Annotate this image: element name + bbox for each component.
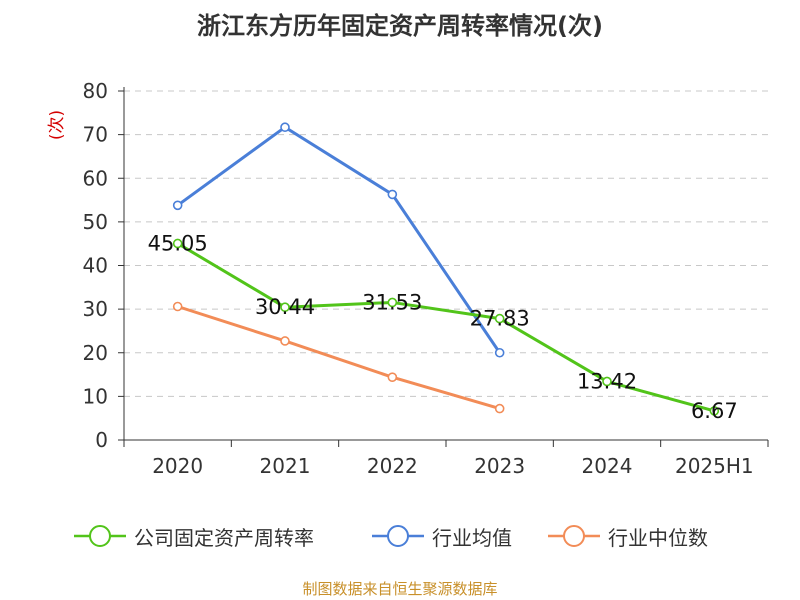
- y-tick-label: 70: [83, 123, 108, 147]
- y-tick-label: 50: [83, 210, 108, 234]
- legend: 公司固定资产周转率 行业均值 行业中位数: [0, 520, 800, 552]
- data-label: 27.83: [470, 307, 530, 331]
- data-label: 13.42: [577, 369, 637, 393]
- legend-item-0[interactable]: 公司固定资产周转率: [74, 520, 314, 552]
- data-point: [280, 336, 290, 346]
- chart-title: 浙江东方历年固定资产周转率情况(次): [197, 12, 603, 40]
- legend-item-2[interactable]: 行业中位数: [548, 520, 708, 552]
- source-note: 制图数据来自恒生聚源数据库: [302, 580, 498, 598]
- data-point: [602, 376, 612, 387]
- legend-line-circle-icon: [372, 525, 424, 547]
- data-point: [387, 297, 398, 308]
- data-point: [280, 122, 290, 133]
- y-tick-label: 0: [95, 428, 108, 452]
- series-lines: [172, 122, 720, 416]
- y-tick-label: 30: [83, 297, 108, 321]
- data-labels: 45.05 30.44 31.53 27.83 13.42 6.67: [148, 231, 738, 422]
- data-label: 6.67: [691, 399, 738, 423]
- data-label: 31.53: [362, 290, 422, 314]
- x-tick-label: 2023: [474, 454, 525, 478]
- legend-item-1[interactable]: 行业均值: [372, 520, 512, 552]
- legend-label: 公司固定资产周转率: [134, 525, 314, 550]
- line-chart: 0 10 20 30 40 50 60 70 80 2020 2021 2022 2023 2024 202…: [47, 79, 769, 478]
- data-point: [494, 313, 505, 324]
- data-point: [387, 189, 398, 200]
- legend-label: 行业均值: [432, 525, 512, 550]
- x-tick-label: 2021: [260, 454, 311, 478]
- y-tick-label: 40: [83, 254, 108, 278]
- series-line-2: [177, 305, 501, 411]
- legend-line-circle-icon: [548, 525, 600, 547]
- data-point: [709, 406, 720, 416]
- y-tick-label: 60: [83, 166, 108, 190]
- axes: 0 10 20 30 40 50 60 70 80 2020 2021 2022 2023 2024 202…: [83, 79, 769, 478]
- legend-label: 行业中位数: [608, 525, 708, 550]
- y-tick-label: 20: [83, 341, 108, 365]
- data-point: [172, 301, 183, 312]
- legend-line-circle-icon: [74, 525, 126, 547]
- x-tick-label: 2024: [582, 454, 633, 478]
- grid-lines: [124, 90, 768, 397]
- series-line-1: [176, 125, 501, 354]
- data-point: [494, 403, 505, 414]
- x-tick-label: 2020: [152, 454, 203, 478]
- y-tick-label: 10: [83, 384, 108, 408]
- data-point: [172, 238, 183, 249]
- y-axis-label: (次): [47, 110, 67, 140]
- data-point: [280, 302, 290, 313]
- y-tick-label: 80: [83, 79, 108, 103]
- data-point: [172, 200, 183, 211]
- x-tick-label: 2022: [367, 454, 418, 478]
- series-line-0: [176, 242, 715, 413]
- data-label: 45.05: [148, 231, 208, 255]
- x-tick-label: 2025H1: [675, 454, 754, 478]
- data-point: [387, 372, 398, 382]
- data-label: 30.44: [255, 295, 315, 319]
- data-point: [494, 347, 505, 358]
